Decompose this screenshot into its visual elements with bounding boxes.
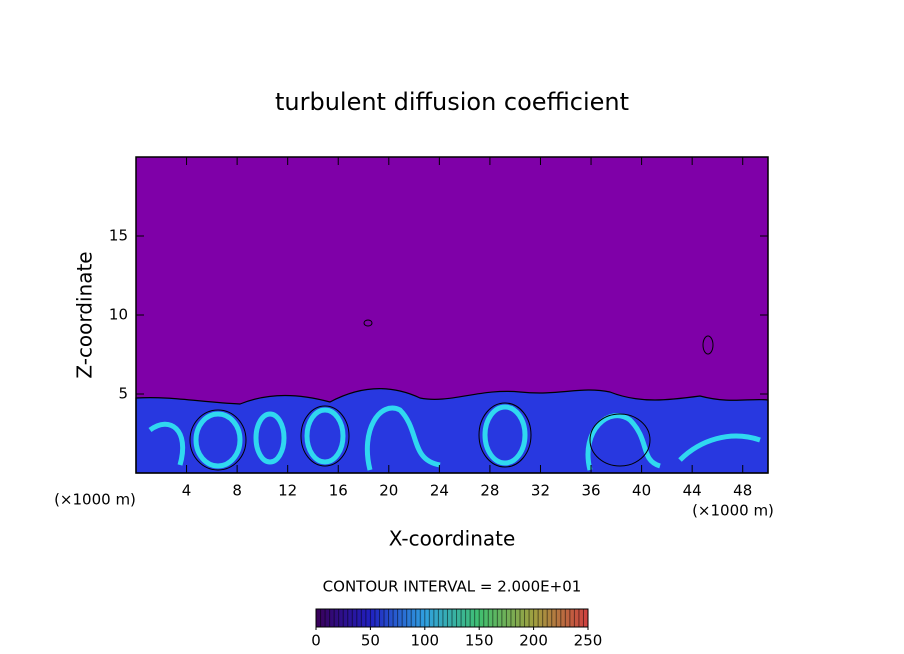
x-tick-label: 24 bbox=[430, 482, 449, 500]
colorbar-tick-label: 200 bbox=[519, 632, 548, 650]
x-axis-title: X-coordinate bbox=[389, 527, 516, 551]
x-tick-label: 40 bbox=[632, 482, 651, 500]
x-tick-label: 48 bbox=[733, 482, 752, 500]
y-tick-label: 15 bbox=[109, 227, 128, 245]
x-tick-label: 28 bbox=[480, 482, 499, 500]
x-tick-label: 44 bbox=[683, 482, 702, 500]
field bbox=[135, 157, 769, 474]
colorbar-tick-label: 0 bbox=[311, 632, 321, 650]
x-tick-label: 16 bbox=[329, 482, 348, 500]
colorbar-tick-label: 100 bbox=[410, 632, 439, 650]
y-axis-title: Z-coordinate bbox=[73, 251, 97, 378]
y-tick-label: 10 bbox=[109, 306, 128, 324]
colorbar-tick-label: 50 bbox=[361, 632, 380, 650]
y-unit-label: (×1000 m) bbox=[54, 491, 136, 509]
x-tick-label: 36 bbox=[581, 482, 600, 500]
x-tick-label: 8 bbox=[232, 482, 242, 500]
colorbar-tick-label: 250 bbox=[574, 632, 603, 650]
x-tick-label: 20 bbox=[379, 482, 398, 500]
y-tick-label: 5 bbox=[118, 385, 128, 403]
x-tick-label: 4 bbox=[182, 482, 192, 500]
contour-interval: CONTOUR INTERVAL = 2.000E+01 bbox=[323, 578, 582, 596]
colorbar-tick-label: 150 bbox=[465, 632, 494, 650]
chart-title: turbulent diffusion coefficient bbox=[275, 88, 629, 116]
x-unit-label: (×1000 m) bbox=[692, 502, 774, 520]
x-tick-label: 12 bbox=[278, 482, 297, 500]
x-tick-label: 32 bbox=[531, 482, 550, 500]
